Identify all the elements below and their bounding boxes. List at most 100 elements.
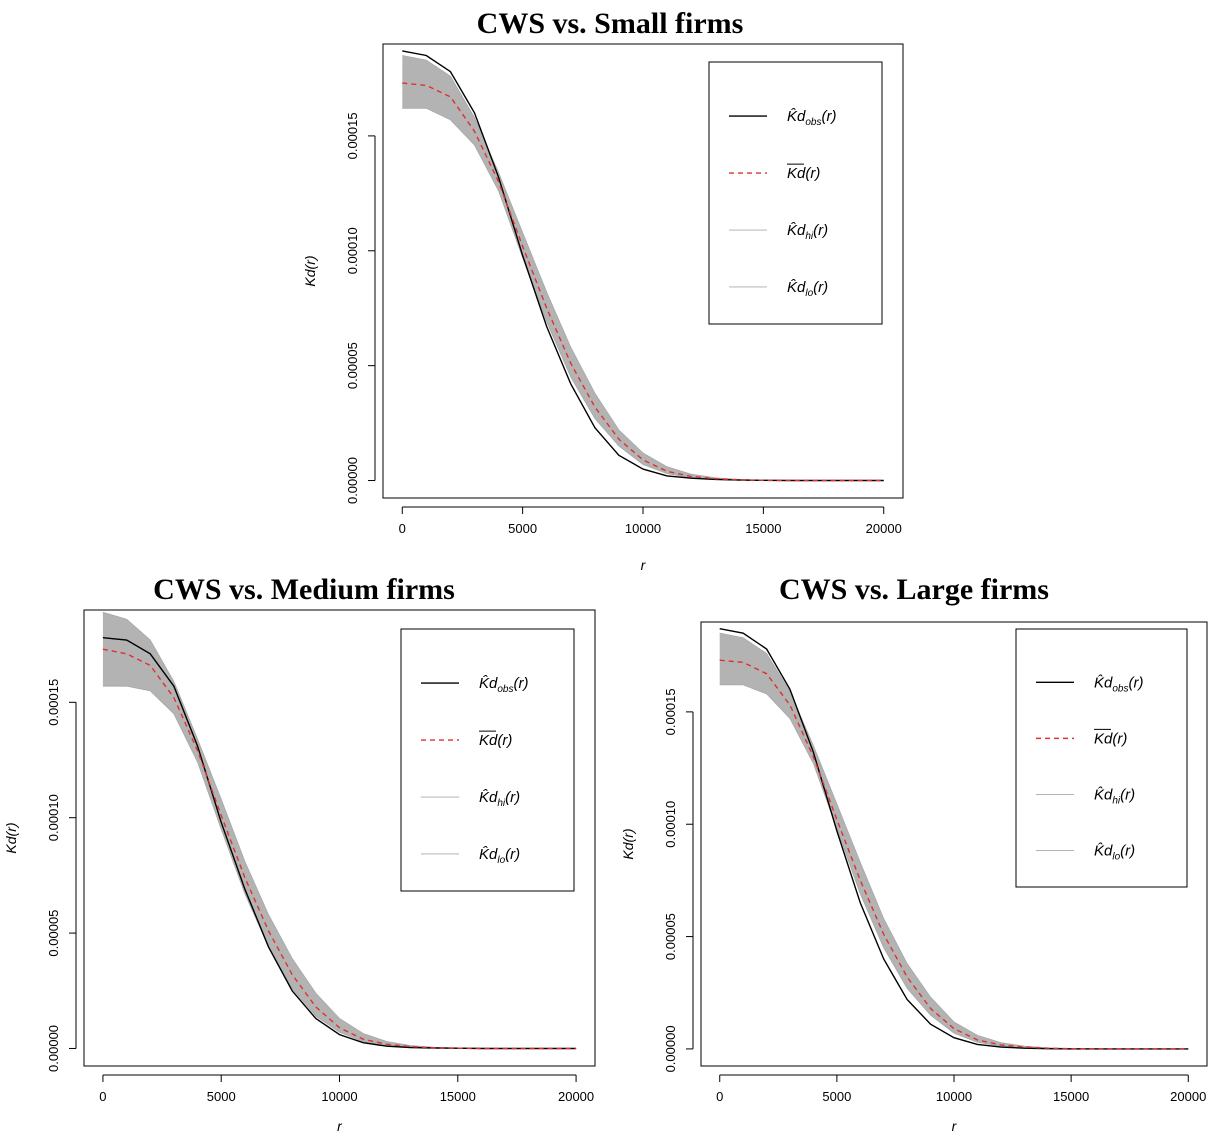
y-axis-label: Kd(r) — [3, 822, 19, 853]
legend-label-main: K̂d — [787, 222, 806, 239]
x-tick-label: 10000 — [321, 1089, 357, 1104]
envelope-band — [719, 633, 1189, 1049]
legend-label-tail: (r) — [505, 789, 520, 806]
legend: K̂dobs(r)Kd(r)K̂dhi(r)K̂dlo(r) — [1015, 628, 1188, 888]
plot-frame — [700, 621, 1208, 1067]
chart-panel-medium: CWS vs. Medium firms 0 5000 10000 15000 2000… — [0, 568, 608, 1135]
x-tick-label: 15000 — [440, 1089, 476, 1104]
y-tick-label: 0.00000 — [46, 1025, 61, 1072]
envelope-band — [102, 612, 577, 1049]
legend-box — [708, 61, 883, 325]
legend-label-sub: hi — [1112, 795, 1121, 806]
legend-label: K̂dhi(r) — [787, 222, 828, 242]
legend-label: Kd(r) — [787, 165, 820, 182]
legend-label-tail: (r) — [497, 732, 512, 749]
y-axis-label: Kd(r) — [620, 828, 636, 859]
legend-label-main: K̂d — [1094, 786, 1113, 803]
x-tick-label: 20000 — [1170, 1089, 1206, 1104]
legend-label-sub: obs — [497, 684, 513, 695]
plot-frame — [382, 43, 904, 499]
x-tick-label: 5000 — [822, 1089, 851, 1104]
y-axis-label: Kd(r) — [302, 255, 318, 286]
legend-label-sub: obs — [805, 117, 821, 128]
y-tick-label: 0.00000 — [345, 457, 360, 504]
x-tick-label: 0 — [716, 1089, 723, 1104]
legend-label: K̂dhi(r) — [1094, 786, 1135, 806]
y-tick-label: 0.00005 — [46, 910, 61, 957]
legend: K̂dobs(r)Kd(r)K̂dhi(r)K̂dlo(r) — [400, 628, 575, 892]
x-axis-label: r — [337, 1118, 343, 1134]
y-tick-label: 0.00005 — [345, 342, 360, 389]
legend-box — [1015, 628, 1188, 888]
y-tick-label: 0.00015 — [663, 688, 678, 735]
legend-label: K̂dlo(r) — [787, 278, 828, 298]
series-observed-line — [402, 50, 884, 482]
series-mean-line — [402, 82, 884, 482]
legend-label: Kd(r) — [1094, 730, 1127, 747]
x-tick-label: 20000 — [558, 1089, 594, 1104]
legend-label-sub: hi — [497, 798, 506, 809]
x-tick-label: 10000 — [625, 521, 661, 536]
legend-label-main: K̂d — [787, 278, 806, 295]
legend-label: Kd(r) — [479, 732, 512, 749]
envelope-band — [402, 55, 884, 481]
y-tick-label: 0.00015 — [46, 679, 61, 726]
x-tick-label: 10000 — [936, 1089, 972, 1104]
plot-frame — [83, 609, 596, 1067]
legend-label-tail: (r) — [805, 165, 820, 182]
legend-label-tail: (r) — [1120, 843, 1135, 860]
x-tick-label: 15000 — [745, 521, 781, 536]
chart-title: CWS vs. Medium firms — [153, 573, 455, 606]
legend-label: K̂dlo(r) — [479, 845, 520, 865]
legend: K̂dobs(r)Kd(r)K̂dhi(r)K̂dlo(r) — [708, 61, 883, 325]
legend-label-tail: (r) — [1112, 730, 1127, 747]
legend-label-main: K̂d — [479, 845, 498, 862]
legend-label-main: K̂d — [479, 789, 498, 806]
legend-label-tail: (r) — [1128, 674, 1143, 691]
legend-label: K̂dobs(r) — [1094, 674, 1143, 694]
legend-label-tail: (r) — [813, 279, 828, 296]
legend-label-main: K̂d — [479, 675, 498, 692]
series-mean-line — [102, 648, 577, 1050]
chart-svg: 0 5000 10000 15000 20000 r 0.00000 0.00005 0.000… — [302, 43, 904, 573]
legend-label-main: Kd — [787, 165, 806, 182]
chart-panel-small: CWS vs. Small firms 0 5000 10000 15000 20000… — [300, 0, 920, 580]
legend-label-sub: obs — [1112, 683, 1128, 694]
x-tick-label: 15000 — [1053, 1089, 1089, 1104]
chart-title: CWS vs. Small firms — [476, 7, 744, 40]
legend-label-sub: lo — [1112, 852, 1120, 863]
chart-panel-large: CWS vs. Large firms 0 5000 10000 15000 20000… — [610, 568, 1218, 1135]
series-mean-line — [719, 659, 1189, 1050]
y-tick-label: 0.00010 — [663, 801, 678, 848]
x-tick-label: 20000 — [866, 521, 902, 536]
legend-label: K̂dhi(r) — [479, 789, 520, 809]
legend-label-main: K̂d — [1094, 674, 1113, 691]
y-tick-label: 0.00015 — [345, 112, 360, 159]
legend-label-main: K̂d — [787, 108, 806, 125]
legend-label-tail: (r) — [505, 846, 520, 863]
legend-label-sub: hi — [805, 231, 814, 242]
legend-label-main: K̂d — [1094, 842, 1113, 859]
legend-label-main: Kd — [479, 732, 498, 749]
legend-label-tail: (r) — [813, 222, 828, 239]
legend-box — [400, 628, 575, 892]
x-tick-label: 0 — [99, 1089, 106, 1104]
chart-svg: 0 5000 10000 15000 20000 r 0.00000 0.00005 0.000… — [3, 609, 596, 1134]
legend-label: K̂dobs(r) — [479, 675, 528, 695]
y-tick-label: 0.00010 — [345, 227, 360, 274]
x-axis-label: r — [641, 557, 647, 573]
legend-label-sub: lo — [805, 288, 813, 299]
x-tick-label: 0 — [399, 521, 406, 536]
legend-label-tail: (r) — [513, 675, 528, 692]
chart-svg: 0 5000 10000 15000 20000 r 0.00000 0.00005 0.000… — [620, 621, 1208, 1134]
chart-title: CWS vs. Large firms — [779, 573, 1049, 606]
legend-label-tail: (r) — [1120, 786, 1135, 803]
y-tick-label: 0.00000 — [663, 1025, 678, 1072]
legend-label-main: Kd — [1094, 730, 1113, 747]
legend-label-tail: (r) — [821, 108, 836, 125]
y-tick-label: 0.00005 — [663, 913, 678, 960]
x-axis-label: r — [952, 1118, 958, 1134]
x-tick-label: 5000 — [508, 521, 537, 536]
x-tick-label: 5000 — [207, 1089, 236, 1104]
legend-label: K̂dlo(r) — [1094, 842, 1135, 862]
